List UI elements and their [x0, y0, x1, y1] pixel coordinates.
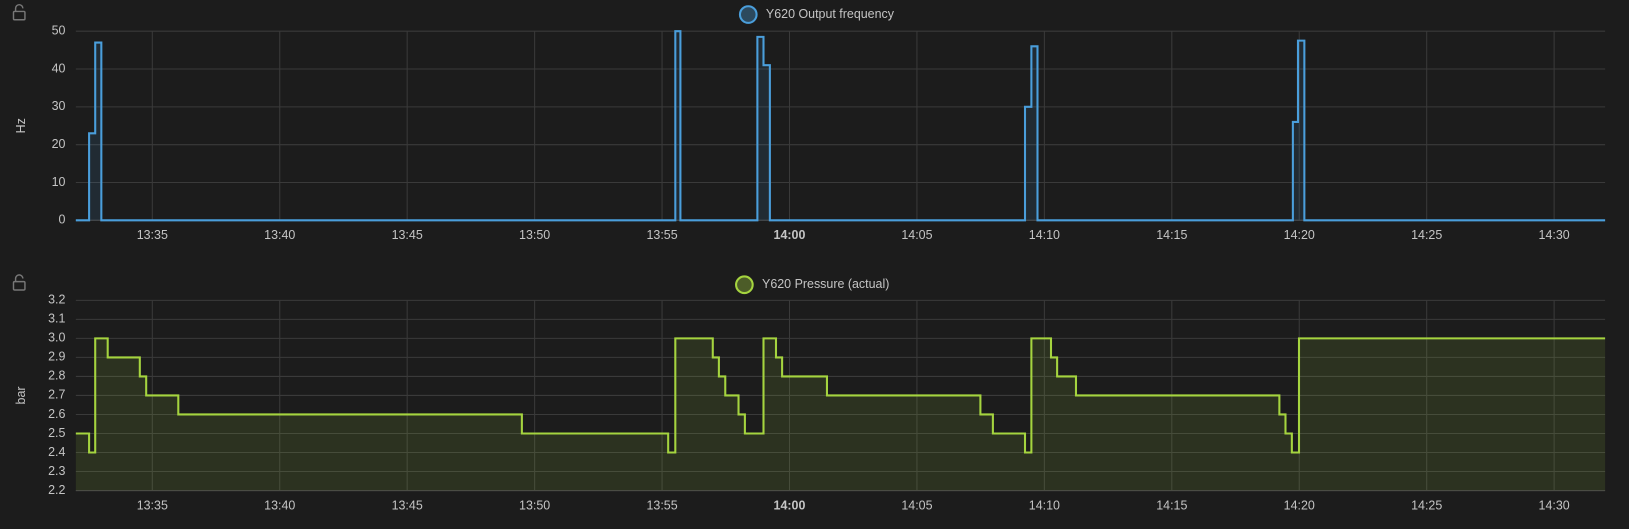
x-tick-label: 14:25 — [1411, 498, 1442, 512]
x-tick-label: 14:15 — [1156, 228, 1187, 242]
x-tick-label: 13:35 — [137, 498, 168, 512]
y-tick-label: 3.1 — [48, 312, 65, 326]
x-tick-label: 13:55 — [646, 228, 677, 242]
x-tick-label: 14:05 — [901, 498, 932, 512]
x-tick-label: 13:35 — [137, 228, 168, 242]
y-tick-label: 2.5 — [48, 426, 65, 440]
x-tick-label: 14:10 — [1029, 498, 1060, 512]
x-tick-label: 14:00 — [774, 498, 806, 512]
x-tick-label: 14:30 — [1539, 498, 1570, 512]
x-tick-label: 13:50 — [519, 498, 550, 512]
x-tick-label: 14:15 — [1156, 498, 1187, 512]
lock-icon[interactable] — [12, 3, 26, 21]
lock-icon[interactable] — [12, 274, 26, 291]
y-tick-label: 2.4 — [48, 445, 65, 459]
legend-label[interactable]: Y620 Output frequency — [766, 7, 895, 21]
x-tick-label: 13:45 — [392, 498, 423, 512]
y-tick-label: 0 — [59, 213, 66, 227]
x-tick-label: 14:30 — [1539, 228, 1570, 242]
x-tick-label: 14:00 — [774, 228, 806, 242]
area-fill — [75, 338, 1606, 491]
area-fill — [75, 31, 1606, 221]
y-tick-label: 3.0 — [48, 331, 65, 345]
x-tick-label: 14:20 — [1284, 228, 1315, 242]
x-tick-label: 14:20 — [1284, 498, 1315, 512]
legend-marker — [738, 5, 758, 24]
y-tick-label: 50 — [52, 23, 66, 37]
x-tick-label: 14:05 — [901, 228, 932, 242]
y-axis-label: Hz — [14, 118, 28, 133]
x-tick-label: 13:45 — [392, 228, 423, 242]
legend-marker — [735, 275, 754, 295]
y-tick-label: 10 — [52, 175, 66, 189]
series-line — [75, 30, 1606, 222]
y-tick-label: 30 — [52, 99, 66, 113]
x-tick-label: 13:50 — [519, 228, 550, 242]
x-tick-label: 13:55 — [646, 498, 677, 512]
y-tick-label: 20 — [52, 137, 66, 151]
series-line — [75, 337, 1606, 454]
y-axis-label: bar — [14, 386, 28, 404]
y-tick-label: 2.3 — [48, 464, 65, 478]
x-tick-label: 13:40 — [264, 498, 295, 512]
y-tick-label: 2.6 — [48, 407, 65, 421]
y-tick-label: 3.2 — [48, 293, 65, 307]
x-tick-label: 14:25 — [1411, 228, 1442, 242]
y-tick-label: 2.2 — [48, 483, 65, 497]
x-tick-label: 13:40 — [264, 228, 295, 242]
y-tick-label: 2.9 — [48, 350, 65, 364]
y-tick-label: 40 — [52, 61, 66, 75]
y-tick-label: 2.8 — [48, 369, 65, 383]
x-tick-label: 14:10 — [1029, 228, 1060, 242]
legend-label[interactable]: Y620 Pressure (actual) — [762, 277, 889, 291]
y-tick-label: 2.7 — [48, 388, 65, 402]
